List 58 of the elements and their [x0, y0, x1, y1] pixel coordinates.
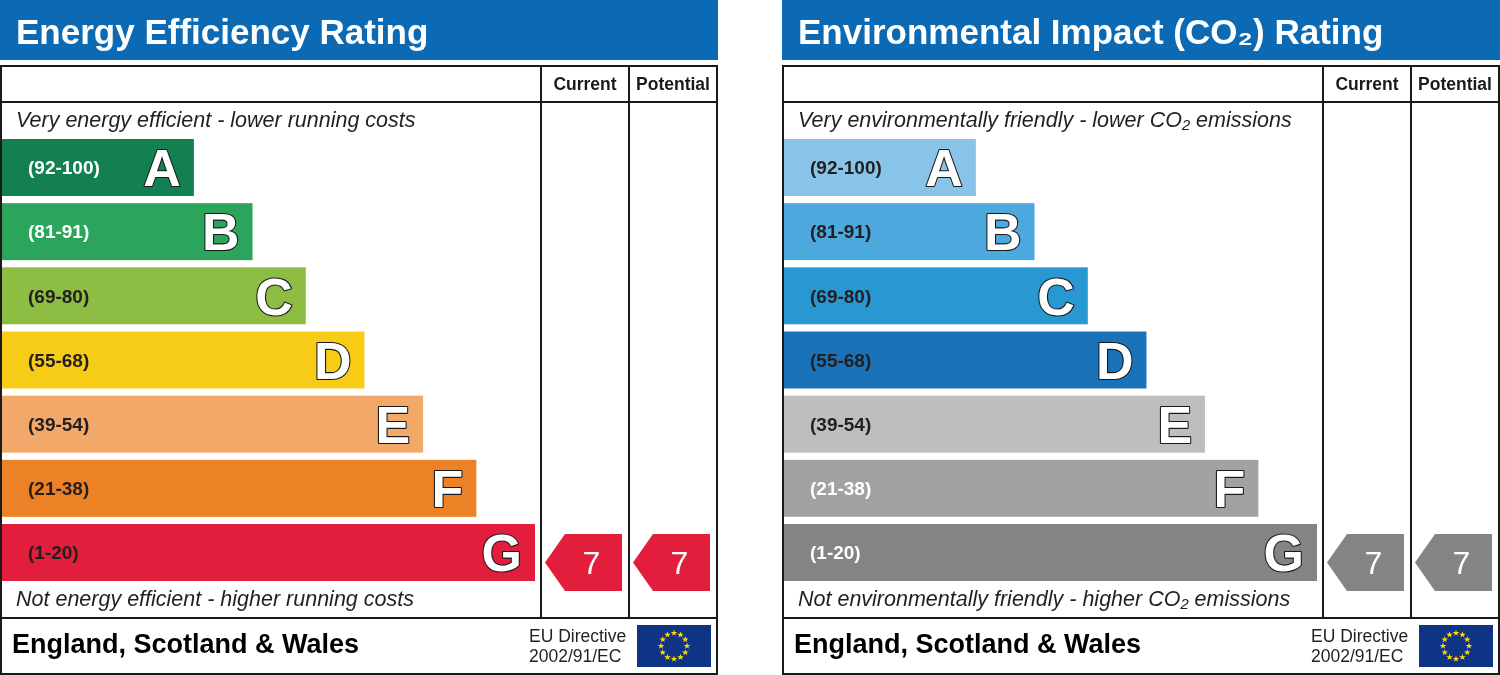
annotation: (1-20) [810, 542, 861, 564]
text: 2002/91/EC [529, 646, 622, 666]
y-tick-label: D [313, 331, 352, 390]
bar [2, 524, 535, 582]
annotation: (81-91) [28, 221, 90, 243]
annotation: (1-20) [28, 542, 79, 564]
text: EU Directive [1311, 626, 1409, 646]
chart-title: Environmental Impact (CO₂) Rating [798, 12, 1384, 51]
text: Not environmentally friendly - higher CO₂ emissions [798, 587, 1291, 611]
text: England, Scotland & Wales [794, 629, 1142, 659]
annotation: (92-100) [810, 157, 882, 179]
annotation: (21-38) [28, 478, 90, 500]
text: Very energy efficient - lower running costs [16, 108, 416, 132]
annotation: (55-68) [28, 349, 90, 371]
y-tick-label: D [1095, 331, 1134, 390]
text: 7 [1452, 545, 1471, 582]
text: EU Directive [529, 626, 627, 646]
annotation: (69-80) [810, 285, 872, 307]
bar [784, 459, 1259, 517]
annotation: (21-38) [810, 478, 872, 500]
text: 7 [582, 545, 601, 582]
text: Current [1335, 74, 1399, 94]
annotation: (92-100) [28, 157, 100, 179]
bar [2, 459, 477, 517]
bar [2, 395, 424, 453]
text: Potential [636, 74, 710, 94]
text: 7 [670, 545, 689, 582]
y-tick-label: F [431, 460, 464, 519]
chart-title: Energy Efficiency Rating [16, 12, 429, 51]
y-tick-label: C [255, 267, 293, 326]
bar [784, 524, 1317, 582]
y-tick-label: C [1037, 267, 1075, 326]
y-tick-label: A [925, 139, 963, 198]
bar [784, 331, 1147, 389]
annotation: (39-54) [810, 414, 872, 436]
bar [2, 267, 306, 325]
text: England, Scotland & Wales [12, 629, 360, 659]
annotation: (39-54) [28, 414, 90, 436]
text: Current [553, 74, 617, 94]
y-tick-label: B [983, 203, 1022, 262]
y-tick-label: G [1263, 524, 1304, 583]
bar [784, 267, 1088, 325]
text: Very environmentally friendly - lower CO₂ emissions [798, 108, 1292, 132]
text: 7 [1364, 545, 1383, 582]
text: Potential [1418, 74, 1492, 94]
annotation: (69-80) [28, 285, 90, 307]
text: Not energy efficient - higher running costs [16, 587, 415, 611]
y-tick-label: B [201, 203, 240, 262]
annotation: (81-91) [810, 221, 872, 243]
y-tick-label: G [481, 524, 522, 583]
y-tick-label: E [375, 395, 411, 454]
y-tick-label: E [1157, 395, 1193, 454]
text: 2002/91/EC [1311, 646, 1404, 666]
y-tick-label: A [143, 139, 181, 198]
bar [784, 395, 1206, 453]
bar [2, 331, 365, 389]
annotation: (55-68) [810, 349, 872, 371]
y-tick-label: F [1213, 460, 1246, 519]
